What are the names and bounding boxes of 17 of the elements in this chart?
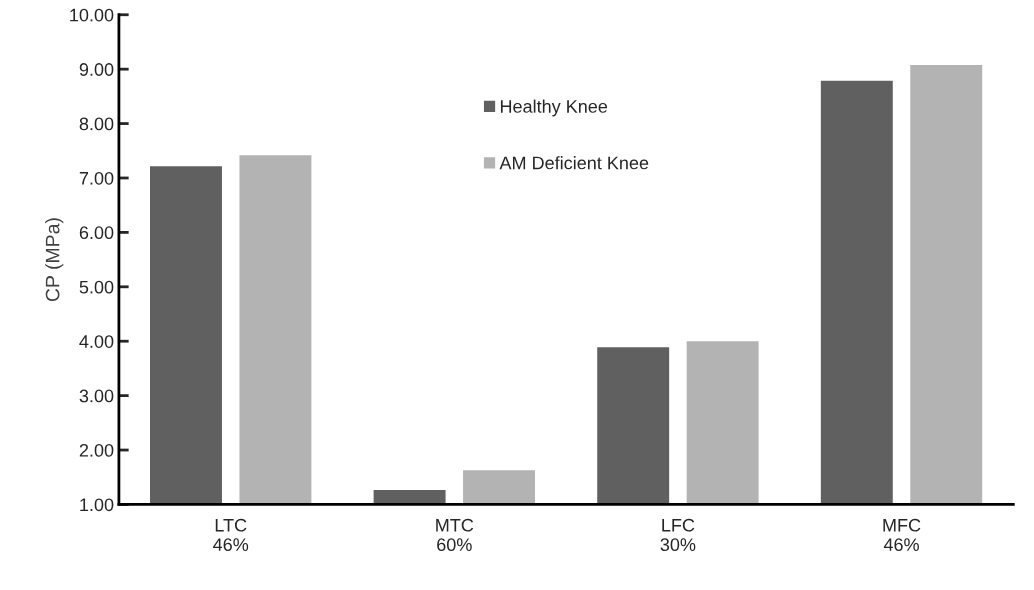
y-tick-label: 5.00 (79, 280, 114, 294)
y-tick-label: 3.00 (79, 389, 114, 403)
x-tick-label: MFC 46% (883, 518, 921, 552)
y-tick-label: 7.00 (79, 171, 114, 185)
x-tick-label: MTC 60% (436, 518, 474, 552)
y-axis-title: CP (MPa) (45, 218, 64, 302)
x-tick-label: LFC 30% (660, 518, 696, 552)
y-tick-label: 8.00 (79, 117, 114, 131)
y-tick-label: 6.00 (79, 226, 114, 240)
legend-label: AM Deficient Knee (499, 156, 649, 170)
y-tick-label: 9.00 (79, 63, 114, 76)
y-tick-label: 1.00 (80, 498, 114, 512)
y-tick-label: 4.00 (79, 335, 114, 348)
x-tick-label: LTC 46% (213, 518, 249, 552)
y-tick-label: 10.00 (70, 8, 114, 22)
y-tick-label: 2.00 (79, 443, 114, 457)
legend-label: Healthy Knee (500, 99, 608, 117)
